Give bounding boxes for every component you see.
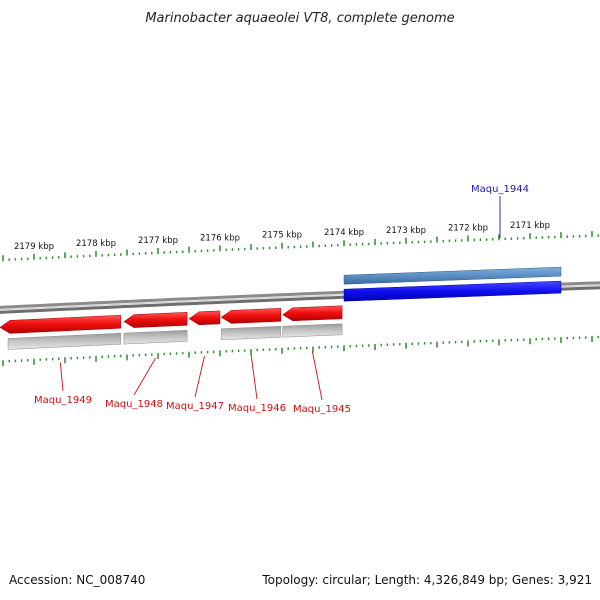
tick-label: 2174 kbp (324, 228, 364, 238)
neighbor-band (220, 326, 282, 341)
gene-label: Maqu_1948 (105, 399, 163, 410)
gene-label: Maqu_1945 (293, 404, 351, 415)
gene-arrow-maqu-1944 (343, 280, 562, 302)
neighbor-band (282, 323, 343, 338)
neighbor-band (123, 330, 188, 345)
tick-label: 2173 kbp (386, 226, 426, 236)
tick-label: 2171 kbp (510, 221, 550, 231)
gene-label: Maqu_1946 (228, 403, 286, 414)
gene-arrow-maqu-1949 (0, 314, 122, 334)
gene-label: Maqu_1947 (166, 401, 224, 412)
tick-label: 2175 kbp (262, 231, 302, 241)
accession-text: Accession: NC_008740 (9, 573, 146, 587)
gene-band-maqu-1944 (343, 266, 562, 285)
label-leader-line (250, 353, 258, 400)
gene-labels: Maqu_1944Maqu_1945Maqu_1946Maqu_1947Maqu… (34, 184, 529, 415)
gene-label: Maqu_1944 (471, 184, 529, 195)
gene-arrow-maqu-1948 (123, 312, 188, 328)
label-leader-line (59, 362, 64, 392)
gene-features (0, 280, 562, 334)
tick-marks: 2179 kbp 2178 kbp 2177 kbp 2176 kbp 2175 kbp… (2, 221, 599, 367)
tick-label: 2177 kbp (138, 236, 178, 246)
tick-label: 2179 kbp (14, 242, 54, 252)
label-leader-line (311, 351, 323, 401)
genome-summary-text: Topology: circular; Length: 4,326,849 bp… (262, 573, 592, 587)
tick-label: 2178 kbp (76, 239, 116, 249)
tick-label: 2172 kbp (448, 223, 488, 233)
gene-arrow-maqu-1946 (220, 308, 282, 324)
neighbor-track (7, 266, 562, 350)
label-leader-line (194, 355, 205, 398)
tick-label: 2176 kbp (200, 233, 240, 243)
neighbor-band (7, 332, 122, 350)
label-leader-line (133, 357, 156, 396)
map-title: Marinobacter aquaeolei VT8, complete gen… (145, 11, 454, 26)
gene-arrow-maqu-1945 (282, 305, 343, 322)
gene-arrow-maqu-1947 (188, 310, 221, 326)
gene-label: Maqu_1949 (34, 395, 92, 406)
